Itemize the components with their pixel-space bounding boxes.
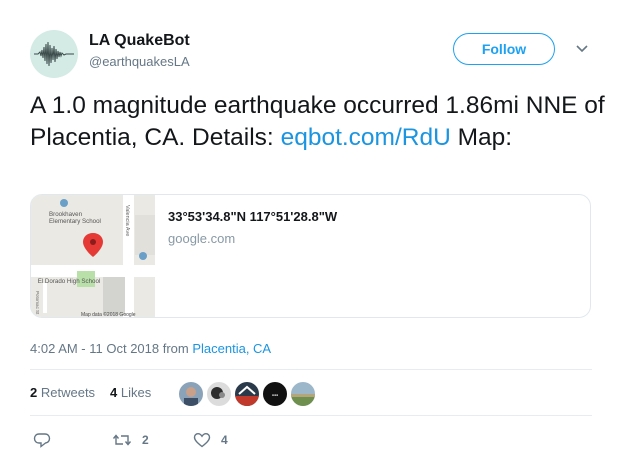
card-title: 33°53'34.8"N 117°51'28.8"W — [168, 209, 338, 224]
chevron-down-icon[interactable] — [573, 42, 591, 56]
like-button[interactable]: 4 — [193, 430, 228, 450]
liker-avatar[interactable] — [206, 381, 232, 407]
reply-icon — [33, 433, 51, 448]
heart-icon — [193, 432, 211, 448]
map-label-school2: El Dorado High School — [38, 278, 101, 285]
map-location-pin-icon — [83, 233, 103, 257]
map-thumbnail: El Dorado High School Brookhaven Element… — [31, 195, 155, 318]
tweet-timestamp: 4:02 AM - 11 Oct 2018 from Placentia, CA — [30, 341, 271, 356]
retweet-button[interactable]: 2 — [112, 430, 149, 450]
liker-avatar[interactable] — [234, 381, 260, 407]
map-label-street2: Potomac St — [35, 291, 40, 315]
like-count: 4 — [221, 433, 228, 447]
author-avatar[interactable] — [30, 30, 78, 78]
likes-count: 4 — [110, 385, 118, 400]
retweets-stat[interactable]: 2 Retweets — [30, 385, 95, 400]
card-domain: google.com — [168, 231, 236, 246]
retweets-count: 2 — [30, 385, 38, 400]
liker-avatar[interactable] — [290, 381, 316, 407]
seismogram-icon — [34, 41, 74, 67]
map-credit: Map data ©2018 Google — [81, 311, 136, 318]
likes-label: Likes — [120, 385, 152, 400]
map-label-school1: Brookhaven Elementary School — [49, 211, 101, 225]
liker-avatar[interactable] — [178, 381, 204, 407]
tweet-location-link[interactable]: Placentia, CA — [192, 341, 272, 356]
tweet-text: A 1.0 magnitude earthquake occurred 1.86… — [30, 90, 610, 154]
tweet-time[interactable]: 4:02 AM - 11 Oct 2018 from — [30, 341, 193, 356]
follow-button[interactable]: Follow — [453, 33, 555, 65]
likes-stat[interactable]: 4 Likes — [110, 385, 151, 400]
map-link-card[interactable]: El Dorado High School Brookhaven Element… — [30, 194, 591, 318]
svg-text:●●●: ●●● — [272, 393, 278, 397]
map-label-street1: Valencia Ave — [124, 205, 130, 236]
retweets-label: Retweets — [40, 385, 96, 400]
tweet-text-map: Map: — [450, 124, 513, 151]
tweet-text-body: A 1.0 magnitude earthquake occurred 1.86… — [30, 92, 605, 151]
author-handle[interactable]: @earthquakesLA — [89, 54, 190, 69]
details-link[interactable]: eqbot.com/RdU — [280, 124, 451, 151]
divider-bottom — [30, 415, 592, 416]
retweet-count: 2 — [142, 433, 149, 447]
reply-button[interactable] — [33, 430, 51, 450]
liker-avatar[interactable]: ●●● — [262, 381, 288, 407]
author-name[interactable]: LA QuakeBot — [89, 32, 190, 49]
retweet-icon — [112, 434, 132, 446]
divider-top — [30, 369, 592, 370]
